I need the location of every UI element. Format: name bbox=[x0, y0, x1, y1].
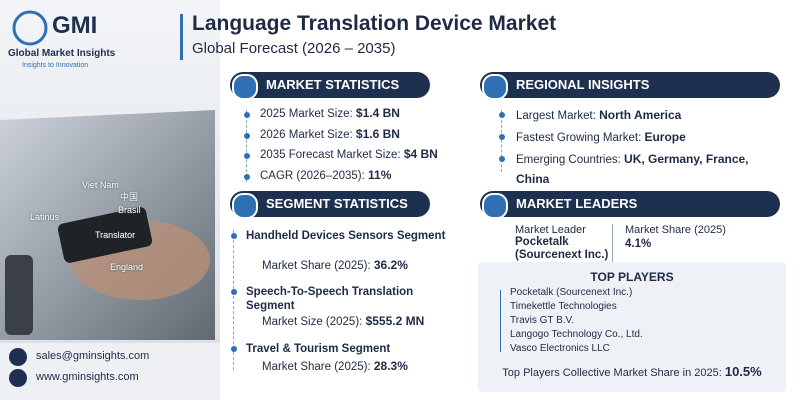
segment-metric-label: Market Share (2025): bbox=[262, 361, 371, 373]
logo-mark bbox=[12, 10, 48, 46]
footer-value: 10.5% bbox=[724, 364, 762, 379]
player: Langogo Technology Co., Ltd. bbox=[510, 329, 643, 340]
dot bbox=[499, 156, 505, 162]
photo-label: Viet Nam bbox=[82, 180, 119, 190]
timeline bbox=[501, 110, 503, 172]
player: Travis GT B.V. bbox=[510, 315, 575, 326]
market-statistics-header: MARKET STATISTICS bbox=[230, 72, 430, 100]
region-label: Emerging Countries: bbox=[516, 154, 621, 166]
stat-item: 2025 Market Size: $1.4 BN bbox=[260, 106, 400, 120]
stat-value: 11% bbox=[368, 167, 392, 182]
website: www.gminsights.com bbox=[36, 371, 139, 383]
photo-label: Translator bbox=[95, 230, 136, 240]
region-item: Largest Market: North America bbox=[516, 106, 776, 126]
stat-item: CAGR (2026–2035): 11% bbox=[260, 168, 391, 182]
stat-value: $1.4 BN bbox=[355, 106, 400, 120]
share-label: Market Share (2025) bbox=[625, 224, 726, 236]
logo: GMI bbox=[52, 12, 98, 39]
share: 4.1% bbox=[625, 238, 652, 250]
dot bbox=[231, 233, 237, 239]
segment-value: $555.2 MN bbox=[365, 314, 425, 328]
market-leaders-header: MARKET LEADERS bbox=[480, 191, 780, 219]
icon bbox=[482, 74, 508, 100]
heading: MARKET STATISTICS bbox=[266, 77, 400, 92]
segment-name: Travel & Tourism Segment bbox=[246, 343, 391, 355]
email-icon bbox=[9, 348, 27, 366]
photo-label: 中国 bbox=[120, 192, 139, 202]
segment-metric-label: Market Share (2025): bbox=[262, 260, 371, 272]
stat-label: 2026 Market Size: bbox=[260, 128, 353, 141]
stat-item: 2026 Market Size: $1.6 BN bbox=[260, 127, 400, 141]
region-value: North America bbox=[599, 108, 682, 122]
segment-metric: Market Size (2025): $555.2 MN bbox=[262, 314, 424, 328]
top-players-footer: Top Players Collective Market Share in 2… bbox=[478, 364, 786, 379]
stat-label: 2025 Market Size: bbox=[260, 108, 353, 120]
timeline bbox=[233, 230, 235, 370]
tagline: Insights to Innovation bbox=[22, 62, 89, 69]
heading: REGIONAL INSIGHTS bbox=[516, 77, 650, 92]
player: Timekettle Technologies bbox=[510, 301, 617, 312]
timeline bbox=[246, 110, 248, 182]
photo-label: Latinus bbox=[30, 212, 60, 222]
dot bbox=[499, 134, 505, 140]
dot bbox=[244, 173, 250, 180]
region-value: UK, Germany, France, China bbox=[516, 152, 749, 186]
device-side bbox=[5, 255, 33, 335]
dot bbox=[499, 112, 505, 118]
stat-label: CAGR (2026–2035): bbox=[260, 169, 365, 182]
dot bbox=[244, 112, 250, 118]
photo-label: England bbox=[110, 262, 144, 272]
company: Global Market Insights bbox=[8, 48, 116, 59]
dot bbox=[231, 346, 237, 352]
icon bbox=[232, 74, 258, 100]
leader: Pocketalk (Sourcenext Inc.) bbox=[515, 236, 609, 261]
stat-label: 2035 Forecast Market Size: bbox=[260, 149, 401, 161]
segment-metric-label: Market Size (2025): bbox=[262, 316, 363, 328]
photo-label: Brasil bbox=[118, 205, 141, 215]
region-label: Fastest Growing Market: bbox=[516, 132, 642, 144]
title: Language Translation Device Market bbox=[192, 12, 557, 35]
region-label: Largest Market: bbox=[516, 110, 596, 122]
icon bbox=[482, 193, 508, 219]
top-players-box bbox=[478, 262, 786, 392]
heading: MARKET LEADERS bbox=[516, 196, 638, 211]
players-line bbox=[500, 290, 501, 352]
email: sales@gminsights.com bbox=[36, 350, 150, 362]
region-item: Emerging Countries: UK, Germany, France,… bbox=[516, 150, 776, 190]
footer-label: Top Players Collective Market Share in 2… bbox=[502, 367, 722, 379]
device bbox=[57, 207, 153, 263]
segment-value: 28.3% bbox=[373, 359, 408, 373]
top-players-heading: TOP PLAYERS bbox=[590, 270, 674, 284]
segment-value: 36.2% bbox=[373, 258, 408, 272]
icon bbox=[232, 193, 258, 219]
dot bbox=[244, 132, 250, 139]
dot bbox=[231, 289, 237, 295]
segment-statistics-header: SEGMENT STATISTICS bbox=[230, 191, 430, 219]
segment-metric: Market Share (2025): 28.3% bbox=[262, 359, 408, 373]
region-value: Europe bbox=[644, 130, 686, 144]
stat-value: $1.6 BN bbox=[355, 126, 400, 141]
subtitle: Global Forecast (2026 – 2035) bbox=[192, 40, 396, 57]
player: Pocketalk (Sourcenext Inc.) bbox=[510, 287, 633, 298]
segment-name: Speech-To-Speech Translation Segment bbox=[246, 286, 414, 312]
leader-label: Market Leader bbox=[515, 224, 586, 236]
title-bar bbox=[180, 14, 183, 60]
left-panel bbox=[0, 0, 220, 400]
region-item: Fastest Growing Market: Europe bbox=[516, 128, 776, 148]
regional-insights-header: REGIONAL INSIGHTS bbox=[480, 72, 780, 100]
dot bbox=[244, 153, 250, 159]
web-icon bbox=[9, 369, 27, 387]
segment-metric: Market Share (2025): 36.2% bbox=[262, 258, 408, 272]
segment-name: Handheld Devices Sensors Segment bbox=[246, 230, 446, 242]
stat-item: 2035 Forecast Market Size: $4 BN bbox=[260, 147, 438, 161]
divider bbox=[612, 224, 613, 264]
player: Vasco Electronics LLC bbox=[510, 343, 610, 354]
heading: SEGMENT STATISTICS bbox=[266, 196, 408, 211]
contact-bg bbox=[0, 343, 220, 400]
stat-value: $4 BN bbox=[403, 147, 438, 161]
